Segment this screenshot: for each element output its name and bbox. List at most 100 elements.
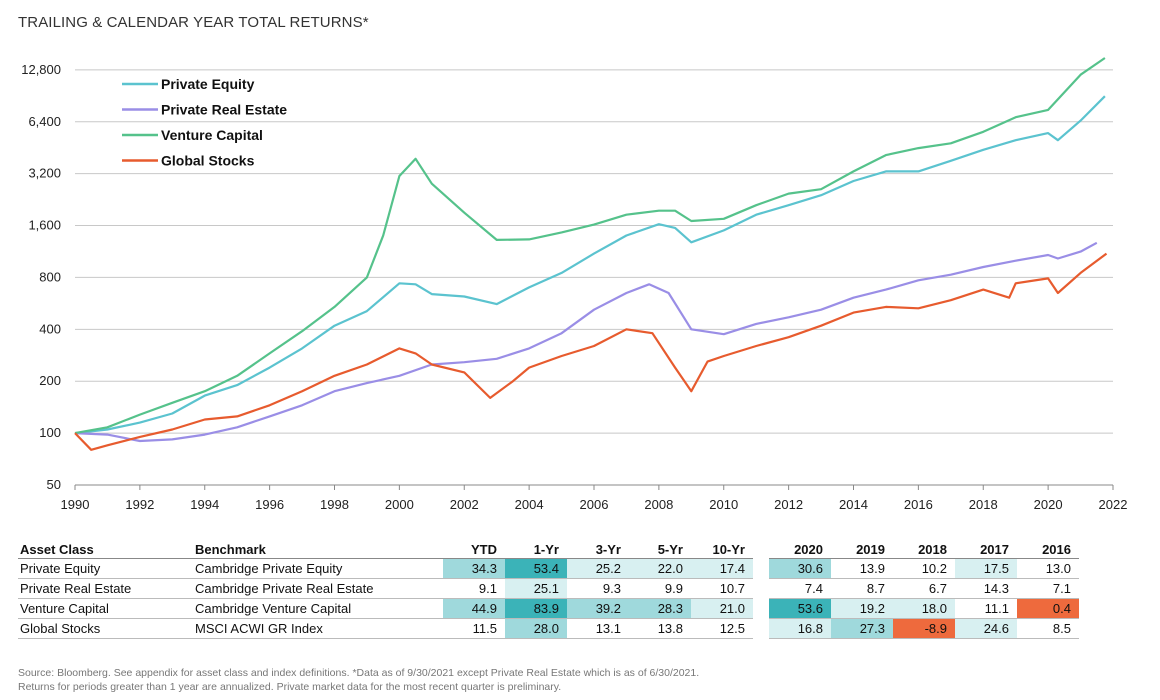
y-tick-label: 1,600: [28, 218, 61, 233]
table-row: Venture Capital Cambridge Venture Capital…: [18, 598, 1079, 619]
x-tick-label: 2012: [774, 497, 803, 512]
y-tick-label: 12,800: [21, 62, 61, 77]
trailing-return-cell: 22.0: [629, 558, 691, 579]
calendar-return-cell: 11.1: [955, 598, 1017, 619]
footnote-line-1: Source: Bloomberg. See appendix for asse…: [18, 667, 700, 679]
x-axis: 1990 1992 1994 1996 1998 2000 2002 2004 2006 2008…: [61, 484, 1128, 512]
series-lines: [74, 57, 1108, 451]
header-2016: 2016: [1017, 540, 1079, 559]
header-3yr: 3-Yr: [567, 540, 629, 559]
trailing-return-cell: 44.9: [443, 598, 505, 619]
trailing-return-cell: 12.5: [691, 618, 753, 639]
y-tick-label: 800: [39, 269, 61, 284]
calendar-return-cell: 17.5: [955, 558, 1017, 579]
legend-label: Private Real Estate: [161, 102, 287, 118]
header-2020: 2020: [769, 540, 831, 559]
calendar-return-cell: 18.0: [893, 598, 955, 619]
table-header-row: Asset Class Benchmark YTD 1-Yr 3-Yr 5-Yr…: [18, 540, 1079, 559]
y-tick-label: 200: [39, 373, 61, 388]
chart-title: TRAILING & CALENDAR YEAR TOTAL RETURNS*: [18, 14, 369, 31]
header-asset-class: Asset Class: [18, 540, 193, 559]
y-tick-label: 400: [39, 321, 61, 336]
calendar-return-cell: 14.3: [955, 578, 1017, 599]
asset-class-cell: Private Real Estate: [18, 578, 193, 599]
calendar-return-cell: -8.9: [893, 618, 955, 639]
calendar-return-cell: 10.2: [893, 558, 955, 579]
asset-class-cell: Global Stocks: [18, 618, 193, 639]
calendar-return-cell: 30.6: [769, 558, 831, 579]
footnote-line-2: Returns for periods greater than 1 year …: [18, 681, 562, 693]
x-tick-label: 1992: [125, 497, 154, 512]
footnote: Source: Bloomberg. See appendix for asse…: [18, 666, 699, 694]
benchmark-cell: Cambridge Private Real Estate: [193, 578, 443, 599]
header-10yr: 10-Yr: [691, 540, 753, 559]
legend-label: Private Equity: [161, 76, 255, 92]
trailing-return-cell: 34.3: [443, 558, 505, 579]
x-tick-label: 1990: [61, 497, 90, 512]
trailing-return-cell: 9.3: [567, 578, 629, 599]
x-tick-label: 2018: [969, 497, 998, 512]
calendar-return-cell: 13.0: [1017, 558, 1079, 579]
calendar-return-cell: 7.1: [1017, 578, 1079, 599]
y-tick-label: 50: [47, 477, 61, 492]
y-tick-label: 3,200: [28, 166, 61, 181]
trailing-return-cell: 21.0: [691, 598, 753, 619]
column-gap: [753, 579, 769, 599]
table-row: Private Equity Cambridge Private Equity 34…: [18, 558, 1079, 579]
benchmark-cell: Cambridge Venture Capital: [193, 598, 443, 619]
trailing-return-cell: 11.5: [443, 618, 505, 639]
calendar-return-cell: 8.7: [831, 578, 893, 599]
trailing-return-cell: 10.7: [691, 578, 753, 599]
x-tick-label: 1996: [255, 497, 284, 512]
x-tick-label: 2010: [709, 497, 738, 512]
header-1yr: 1-Yr: [505, 540, 567, 559]
x-tick-label: 2004: [515, 497, 544, 512]
benchmark-cell: MSCI ACWI GR Index: [193, 618, 443, 639]
trailing-return-cell: 9.1: [443, 578, 505, 599]
y-axis: 50 100 200 400 800 1,600 3,200 6,400 12,800: [21, 62, 61, 492]
trailing-return-cell: 83.9: [505, 598, 567, 619]
calendar-return-cell: 6.7: [893, 578, 955, 599]
y-tick-label: 100: [39, 425, 61, 440]
header-ytd: YTD: [443, 540, 505, 559]
calendar-return-cell: 0.4: [1017, 598, 1079, 619]
series-line-private-equity: [74, 95, 1106, 435]
x-tick-label: 2008: [644, 497, 673, 512]
series-line-venture-capital: [74, 57, 1106, 435]
trailing-return-cell: 28.3: [629, 598, 691, 619]
y-tick-label: 6,400: [28, 114, 61, 129]
calendar-return-cell: 19.2: [831, 598, 893, 619]
benchmark-cell: Cambridge Private Equity: [193, 558, 443, 579]
trailing-return-cell: 25.2: [567, 558, 629, 579]
x-tick-label: 1998: [320, 497, 349, 512]
column-gap: [753, 619, 769, 639]
header-2017: 2017: [955, 540, 1017, 559]
column-gap: [753, 599, 769, 619]
series-line-global-stocks: [74, 252, 1108, 451]
trailing-return-cell: 28.0: [505, 618, 567, 639]
x-tick-label: 2016: [904, 497, 933, 512]
header-5yr: 5-Yr: [629, 540, 691, 559]
column-gap: [753, 559, 769, 579]
trailing-return-cell: 17.4: [691, 558, 753, 579]
trailing-return-cell: 39.2: [567, 598, 629, 619]
calendar-return-cell: 16.8: [769, 618, 831, 639]
calendar-return-cell: 27.3: [831, 618, 893, 639]
calendar-return-cell: 53.6: [769, 598, 831, 619]
header-benchmark: Benchmark: [193, 540, 443, 559]
x-tick-label: 1994: [190, 497, 219, 512]
series-line-private-real-estate: [74, 241, 1098, 443]
header-2019: 2019: [831, 540, 893, 559]
table-row: Private Real Estate Cambridge Private Rea…: [18, 578, 1079, 599]
x-tick-label: 2002: [450, 497, 479, 512]
x-tick-label: 2022: [1099, 497, 1128, 512]
legend: Private Equity Private Real Estate Venture…: [122, 76, 287, 169]
trailing-return-cell: 13.8: [629, 618, 691, 639]
legend-label: Venture Capital: [161, 127, 263, 143]
calendar-return-cell: 7.4: [769, 578, 831, 599]
trailing-return-cell: 13.1: [567, 618, 629, 639]
table-row: Global Stocks MSCI ACWI GR Index 11.5 28.0 1…: [18, 618, 1079, 639]
line-chart: 50 100 200 400 800 1,600 3,200 6,400 12,800 1990…: [21, 57, 1128, 512]
x-tick-label: 2014: [839, 497, 868, 512]
trailing-return-cell: 53.4: [505, 558, 567, 579]
